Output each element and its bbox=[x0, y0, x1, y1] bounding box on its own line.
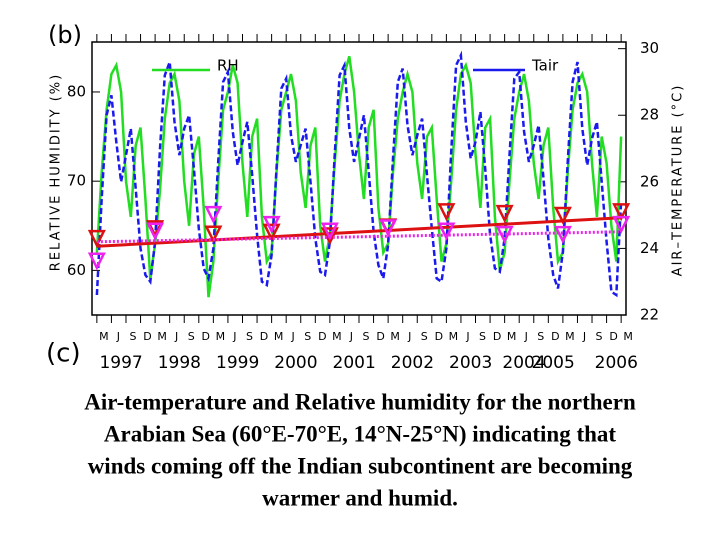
x-tick-label: J bbox=[291, 330, 295, 343]
year-label: 2002 bbox=[391, 353, 434, 373]
x-tick-label: D bbox=[318, 330, 326, 343]
triangle-marker bbox=[495, 225, 514, 244]
year-label: 2000 bbox=[274, 353, 317, 373]
x-tick-label: J bbox=[174, 330, 178, 343]
x-tick-label: S bbox=[479, 330, 486, 343]
y2-tick-label: 26 bbox=[640, 172, 659, 190]
x-tick-label: D bbox=[376, 330, 384, 343]
x-tick-label: J bbox=[582, 330, 586, 343]
triangle-marker bbox=[320, 222, 339, 241]
x-tick-label: S bbox=[363, 330, 370, 343]
panel-label: (b) bbox=[48, 21, 82, 49]
triangle-marker bbox=[379, 219, 398, 238]
triangle-marker bbox=[495, 204, 514, 223]
x-tick-label: M bbox=[449, 330, 459, 343]
x-tick-label: M bbox=[623, 330, 633, 343]
triangle-marker bbox=[87, 229, 106, 248]
triangle-marker bbox=[204, 225, 223, 244]
year-label: 1999 bbox=[216, 353, 259, 373]
year-label: 2006 bbox=[595, 353, 638, 373]
y-tick-label: 60 bbox=[67, 261, 86, 279]
triangle-marker bbox=[87, 252, 106, 271]
year-label: 1998 bbox=[158, 353, 201, 373]
year-label: 2001 bbox=[333, 353, 376, 373]
caption-line: Air-temperature and Relative humidity fo… bbox=[84, 389, 636, 414]
x-tick-label: D bbox=[260, 330, 268, 343]
x-tick-label: S bbox=[188, 330, 195, 343]
caption-line: warmer and humid. bbox=[262, 485, 458, 510]
triangle-marker bbox=[612, 203, 631, 222]
panel-label: (c) bbox=[46, 339, 81, 369]
y-tick-label: 80 bbox=[67, 82, 86, 100]
triangle-marker bbox=[612, 215, 631, 234]
x-tick-label: M bbox=[332, 330, 342, 343]
triangle-marker bbox=[437, 203, 456, 222]
y-tick-label: 70 bbox=[67, 172, 86, 190]
x-tick-label: J bbox=[524, 330, 528, 343]
triangle-marker bbox=[146, 222, 165, 241]
series-line bbox=[95, 50, 623, 298]
caption-line: Arabian Sea (60°E-70°E, 14°N-25°N) indic… bbox=[104, 421, 616, 446]
x-tick-label: S bbox=[304, 330, 311, 343]
x-tick-label: M bbox=[216, 330, 226, 343]
x-tick-label: D bbox=[202, 330, 210, 343]
triangle-marker bbox=[437, 222, 456, 241]
x-tick-label: M bbox=[565, 330, 575, 343]
series-line bbox=[95, 55, 623, 298]
x-tick-label: S bbox=[246, 330, 253, 343]
x-tick-label: S bbox=[129, 330, 136, 343]
y-axis-label: RELATIVE HUMIDITY (%) bbox=[49, 73, 64, 271]
x-tick-label: J bbox=[349, 330, 353, 343]
year-label: 1997 bbox=[99, 353, 142, 373]
triangle-marker bbox=[553, 225, 572, 244]
y2-tick-label: 28 bbox=[640, 106, 659, 124]
x-tick-label: M bbox=[390, 330, 400, 343]
x-tick-label: S bbox=[596, 330, 603, 343]
x-tick-label: J bbox=[116, 330, 120, 343]
trend-line bbox=[96, 230, 622, 244]
year-label: 2005 bbox=[532, 353, 575, 373]
caption-line: winds coming off the Indian subcontinent… bbox=[88, 453, 633, 478]
triangle-marker bbox=[262, 223, 281, 242]
x-tick-label: M bbox=[274, 330, 284, 343]
y2-tick-label: 24 bbox=[640, 239, 659, 257]
triangle-marker bbox=[262, 215, 281, 234]
legend-label: RH bbox=[217, 57, 239, 75]
x-tick-label: D bbox=[609, 330, 617, 343]
triangle-marker bbox=[204, 205, 223, 224]
x-tick-label: M bbox=[157, 330, 167, 343]
y2-tick-label: 22 bbox=[640, 306, 659, 324]
y2-tick-label: 30 bbox=[640, 39, 659, 57]
trend-line bbox=[96, 216, 622, 248]
x-tick-label: D bbox=[143, 330, 151, 343]
x-tick-label: J bbox=[407, 330, 411, 343]
x-tick-label: J bbox=[232, 330, 236, 343]
x-tick-label: D bbox=[551, 330, 559, 343]
year-label: 2003 bbox=[449, 353, 492, 373]
x-tick-label: M bbox=[507, 330, 517, 343]
year-label: 2004 bbox=[502, 353, 545, 373]
y2-axis-label: AIR–TEMPERATURE (°C) bbox=[671, 84, 686, 277]
x-tick-label: D bbox=[435, 330, 443, 343]
legend-label: Tair bbox=[531, 57, 559, 75]
x-tick-label: M bbox=[99, 330, 109, 343]
x-tick-label: S bbox=[537, 330, 544, 343]
x-tick-label: J bbox=[465, 330, 469, 343]
triangle-marker bbox=[553, 206, 572, 225]
x-tick-label: S bbox=[421, 330, 428, 343]
x-tick-label: D bbox=[493, 330, 501, 343]
triangle-marker bbox=[320, 227, 339, 246]
